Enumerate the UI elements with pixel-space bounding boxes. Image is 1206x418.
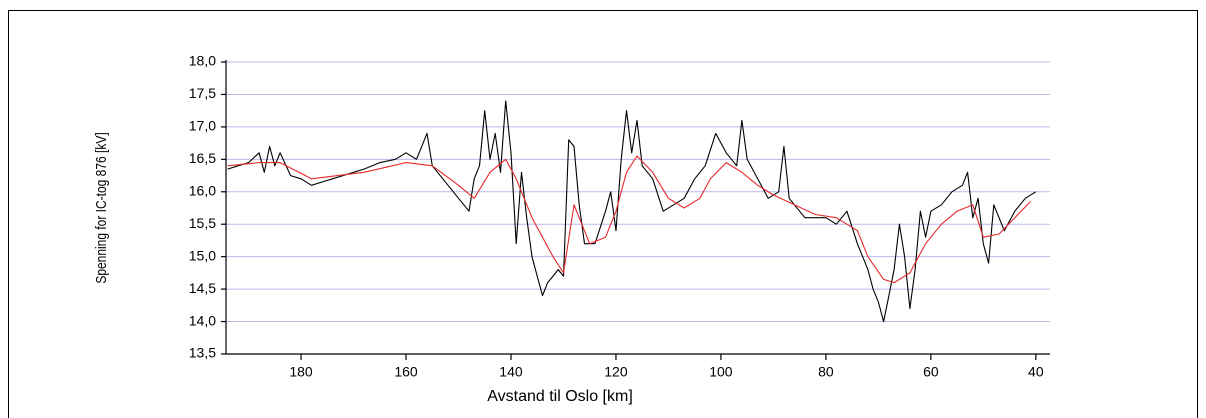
data-line [227, 155, 1031, 284]
x-tick-label: 60 [923, 364, 939, 380]
y-tick-label: 17,5 [189, 85, 216, 101]
frame [8, 10, 1198, 418]
y-axis-label: Spenning for IC-tog 876 [kV] [93, 132, 110, 283]
y-tick-label: 14,0 [189, 312, 216, 328]
data-line [227, 100, 1037, 323]
x-tick-label: 160 [394, 364, 418, 380]
x-tick-label: 40 [1028, 364, 1044, 380]
x-tick-label: 180 [289, 364, 313, 380]
y-tick-label: 15,5 [189, 215, 216, 231]
x-axis-label: Avstand til Oslo [km] [487, 388, 633, 405]
x-tick-label: 100 [709, 364, 733, 380]
x-tick-label: 140 [499, 364, 523, 380]
y-tick-label: 16,0 [189, 182, 216, 198]
x-tick-label: 120 [604, 364, 628, 380]
y-tick-label: 15,0 [189, 247, 216, 263]
y-tick-label: 18,0 [189, 53, 216, 69]
y-tick-label: 17,0 [189, 118, 216, 134]
x-tick-label: 80 [818, 364, 834, 380]
y-tick-label: 14,5 [189, 280, 216, 296]
y-tick-label: 16,5 [189, 150, 216, 166]
y-tick-label: 13,5 [189, 345, 216, 361]
